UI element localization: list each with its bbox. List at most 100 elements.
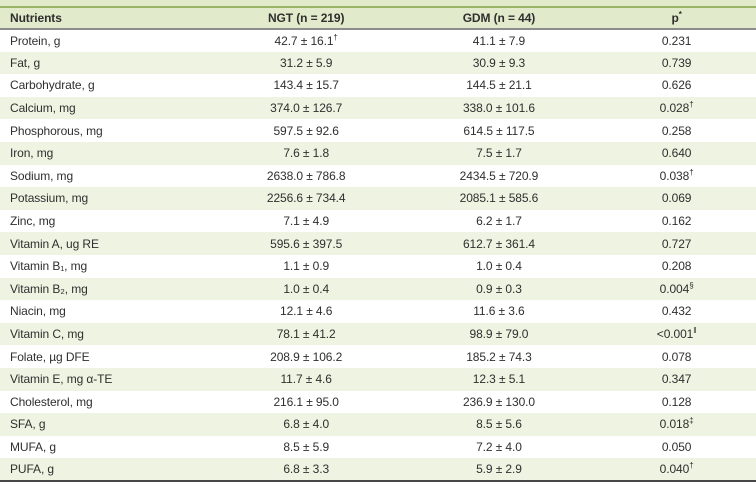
gdm-value-cell: 338.0 ± 101.6 xyxy=(400,96,598,120)
header-p-label: p xyxy=(671,11,679,25)
nutrient-cell: Zinc, mg xyxy=(10,214,56,229)
table-row: Potassium, mg 2256.6 ± 734.4 2085.1 ± 585.… xyxy=(0,187,756,210)
ngt-value-cell: 208.9 ± 106.2 xyxy=(270,349,343,364)
ngt-value-cell: 31.2 ± 5.9 xyxy=(211,51,401,75)
ngt-value-cell: 42.7 ± 16.1† xyxy=(274,32,338,48)
p-value-cell: 0.162 xyxy=(661,214,692,229)
p-value-cell: 0.231 xyxy=(661,33,692,48)
table-row: Vitamin B₁, mg 1.1 ± 0.9 1.0 ± 0.4 0.208 xyxy=(0,255,756,278)
table-row: SFA, g 6.8 ± 4.0 8.5 ± 5.6 0.018‡ xyxy=(0,413,756,436)
gdm-value-cell: 30.9 ± 9.3 xyxy=(400,51,598,75)
p-value-cell: 0.258 xyxy=(661,123,692,138)
gdm-value-cell: 2085.1 ± 585.6 xyxy=(400,187,598,210)
ngt-value-cell: 8.5 ± 5.9 xyxy=(283,439,330,454)
gdm-value-cell: 7.5 ± 1.7 xyxy=(400,141,598,165)
table-row: Niacin, mg 12.1 ± 4.6 11.6 ± 3.6 0.432 xyxy=(0,300,756,323)
ngt-value-cell: 597.5 ± 92.6 xyxy=(273,123,339,138)
gdm-value-cell: 612.7 ± 361.4 xyxy=(400,232,598,255)
table-row: PUFA, g 6.8 ± 3.3 5.9 ± 2.9 0.040† xyxy=(0,458,756,482)
p-value-cell: 0.739 xyxy=(597,51,756,75)
footnote-marker: § xyxy=(689,280,694,290)
table-top-rule xyxy=(0,0,756,8)
table-row: Zinc, mg 7.1 ± 4.9 6.2 ± 1.7 0.162 xyxy=(0,210,756,233)
p-value-cell: 0.347 xyxy=(597,367,756,391)
gdm-value-cell: 236.9 ± 130.0 xyxy=(462,394,535,409)
nutrient-cell: Iron, mg xyxy=(0,141,212,165)
nutrient-cell: SFA, g xyxy=(0,413,212,436)
ngt-value-cell: 6.8 ± 4.0 xyxy=(211,413,401,436)
nutrient-cell: MUFA, g xyxy=(10,439,56,454)
nutrient-cell: Folate, µg DFE xyxy=(10,349,90,364)
table-row: Protein, g 42.7 ± 16.1† 41.1 ± 7.9 0.231 xyxy=(0,29,756,52)
p-value-cell: 0.432 xyxy=(661,304,692,319)
nutrient-cell: Niacin, mg xyxy=(10,304,66,319)
gdm-value-cell: 0.9 ± 0.3 xyxy=(400,277,598,301)
footnote-marker: † xyxy=(333,32,338,42)
header-p-asterisk: * xyxy=(678,10,682,19)
ngt-value-cell: 595.6 ± 397.5 xyxy=(211,232,401,255)
footnote-marker: ‡ xyxy=(689,416,694,426)
nutrients-table: Nutrients NGT (n = 219) GDM (n = 44) p* … xyxy=(0,8,756,482)
table-row: Iron, mg 7.6 ± 1.8 7.5 ± 1.7 0.640 xyxy=(0,141,756,165)
header-ngt: NGT (n = 219) xyxy=(211,8,401,30)
nutrient-cell: Vitamin B₁, mg xyxy=(10,259,88,274)
gdm-value-cell: 6.2 ± 1.7 xyxy=(476,214,522,229)
nutrient-cell: PUFA, g xyxy=(0,458,212,482)
p-value-cell: 0.038† xyxy=(659,167,694,183)
ngt-value-cell: 1.0 ± 0.4 xyxy=(211,277,401,301)
p-value-cell: 0.018‡ xyxy=(597,413,756,436)
table-row: Cholesterol, mg 216.1 ± 95.0 236.9 ± 130.0… xyxy=(0,391,756,414)
p-value-cell: 0.626 xyxy=(661,78,692,93)
table-row: Vitamin C, mg 78.1 ± 41.2 98.9 ± 79.0 <0.00… xyxy=(0,322,756,346)
gdm-value-cell: 12.3 ± 5.1 xyxy=(400,367,598,391)
p-value-cell: 0.069 xyxy=(597,187,756,210)
footnote-marker: † xyxy=(689,461,694,471)
ngt-value-cell: 143.4 ± 15.7 xyxy=(273,78,339,93)
p-value-cell: 0.028† xyxy=(597,96,756,120)
ngt-value-cell: 6.8 ± 3.3 xyxy=(211,458,401,482)
p-value-cell: 0.078 xyxy=(661,349,692,364)
gdm-value-cell: 7.2 ± 4.0 xyxy=(476,439,522,454)
header-nutrients: Nutrients xyxy=(0,8,212,30)
footnote-marker: † xyxy=(689,100,694,110)
p-value-cell: 0.004§ xyxy=(597,277,756,301)
ngt-value-cell: 216.1 ± 95.0 xyxy=(273,394,339,409)
gdm-value-cell: 144.5 ± 21.1 xyxy=(466,78,532,93)
nutrient-cell: Vitamin A, ug RE xyxy=(0,232,212,255)
nutrient-cell: Calcium, mg xyxy=(0,96,212,120)
table-row: Fat, g 31.2 ± 5.9 30.9 ± 9.3 0.739 xyxy=(0,51,756,75)
nutrient-cell: Potassium, mg xyxy=(0,187,212,210)
nutrient-cell: Vitamin B₂, mg xyxy=(0,277,212,301)
p-value-cell: 0.208 xyxy=(661,259,692,274)
footnote-marker: ‖ xyxy=(693,326,697,336)
nutrient-cell: Vitamin E, mg α-TE xyxy=(0,367,212,391)
table-body: Protein, g 42.7 ± 16.1† 41.1 ± 7.9 0.231 Fat… xyxy=(0,29,756,482)
ngt-value-cell: 374.0 ± 126.7 xyxy=(211,96,401,120)
ngt-value-cell: 11.7 ± 4.6 xyxy=(211,367,401,391)
gdm-value-cell: 1.0 ± 0.4 xyxy=(476,259,522,274)
gdm-value-cell: 5.9 ± 2.9 xyxy=(400,458,598,482)
table-row: Phosphorous, mg 597.5 ± 92.6 614.5 ± 117.5… xyxy=(0,119,756,142)
nutrient-cell: Protein, g xyxy=(10,33,61,48)
header-p-value: p* xyxy=(597,8,756,30)
footnote-marker: † xyxy=(689,167,694,177)
table-row: Vitamin A, ug RE 595.6 ± 397.5 612.7 ± 361… xyxy=(0,232,756,255)
table-header: Nutrients NGT (n = 219) GDM (n = 44) p* xyxy=(0,8,756,30)
table-row: Vitamin B₂, mg 1.0 ± 0.4 0.9 ± 0.3 0.004§ xyxy=(0,277,756,301)
gdm-value-cell: 41.1 ± 7.9 xyxy=(472,33,526,48)
ngt-value-cell: 7.6 ± 1.8 xyxy=(211,141,401,165)
ngt-value-cell: 2256.6 ± 734.4 xyxy=(211,187,401,210)
nutrient-cell: Phosphorous, mg xyxy=(10,123,103,138)
gdm-value-cell: 11.6 ± 3.6 xyxy=(473,304,525,319)
table-row: Vitamin E, mg α-TE 11.7 ± 4.6 12.3 ± 5.1 0.… xyxy=(0,367,756,391)
gdm-value-cell: 2434.5 ± 720.9 xyxy=(459,168,539,183)
ngt-value-cell: 12.1 ± 4.6 xyxy=(280,304,333,319)
p-value-cell: 0.040† xyxy=(597,458,756,482)
table-row: Carbohydrate, g 143.4 ± 15.7 144.5 ± 21.1 0… xyxy=(0,74,756,97)
gdm-value-cell: 8.5 ± 5.6 xyxy=(400,413,598,436)
gdm-value-cell: 185.2 ± 74.3 xyxy=(466,349,532,364)
ngt-value-cell: 1.1 ± 0.9 xyxy=(283,259,330,274)
p-value-cell: 0.727 xyxy=(597,232,756,255)
p-value-cell: 0.050 xyxy=(661,439,692,454)
